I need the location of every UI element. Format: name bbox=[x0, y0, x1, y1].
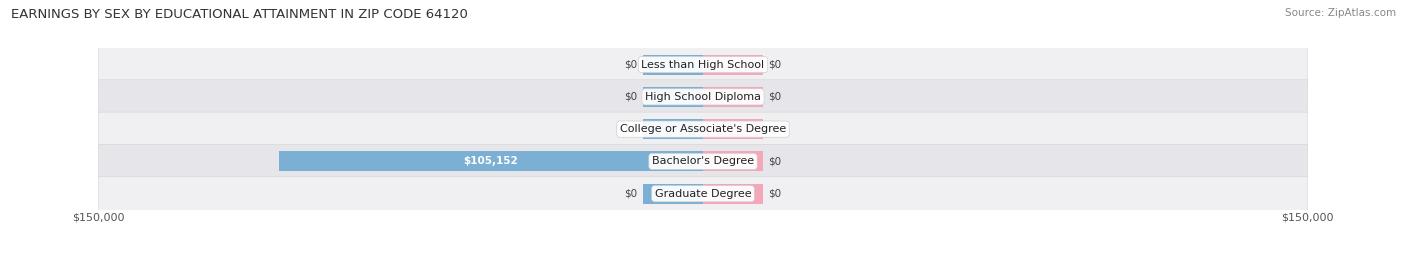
Text: Source: ZipAtlas.com: Source: ZipAtlas.com bbox=[1285, 8, 1396, 18]
Bar bbox=[703, 87, 763, 107]
FancyBboxPatch shape bbox=[98, 112, 1308, 146]
Text: $0: $0 bbox=[624, 92, 638, 102]
Text: EARNINGS BY SEX BY EDUCATIONAL ATTAINMENT IN ZIP CODE 64120: EARNINGS BY SEX BY EDUCATIONAL ATTAINMEN… bbox=[11, 8, 468, 21]
Text: $0: $0 bbox=[624, 59, 638, 70]
Text: $0: $0 bbox=[768, 189, 782, 199]
Text: $0: $0 bbox=[768, 124, 782, 134]
Text: Graduate Degree: Graduate Degree bbox=[655, 189, 751, 199]
Bar bbox=[703, 119, 763, 139]
Bar bbox=[643, 184, 703, 204]
Bar bbox=[643, 55, 703, 75]
Text: High School Diploma: High School Diploma bbox=[645, 92, 761, 102]
Text: $0: $0 bbox=[768, 59, 782, 70]
Text: College or Associate's Degree: College or Associate's Degree bbox=[620, 124, 786, 134]
FancyBboxPatch shape bbox=[98, 177, 1308, 211]
Bar bbox=[703, 55, 763, 75]
Text: $0: $0 bbox=[624, 189, 638, 199]
Bar bbox=[703, 184, 763, 204]
Text: $105,152: $105,152 bbox=[464, 156, 519, 167]
Text: $0: $0 bbox=[768, 92, 782, 102]
Bar bbox=[643, 119, 703, 139]
Bar bbox=[280, 151, 703, 171]
Text: $0: $0 bbox=[624, 124, 638, 134]
Text: $0: $0 bbox=[768, 156, 782, 167]
FancyBboxPatch shape bbox=[98, 144, 1308, 178]
Text: Less than High School: Less than High School bbox=[641, 59, 765, 70]
Bar bbox=[703, 151, 763, 171]
Bar bbox=[643, 87, 703, 107]
FancyBboxPatch shape bbox=[98, 80, 1308, 114]
Text: Bachelor's Degree: Bachelor's Degree bbox=[652, 156, 754, 167]
FancyBboxPatch shape bbox=[98, 48, 1308, 82]
